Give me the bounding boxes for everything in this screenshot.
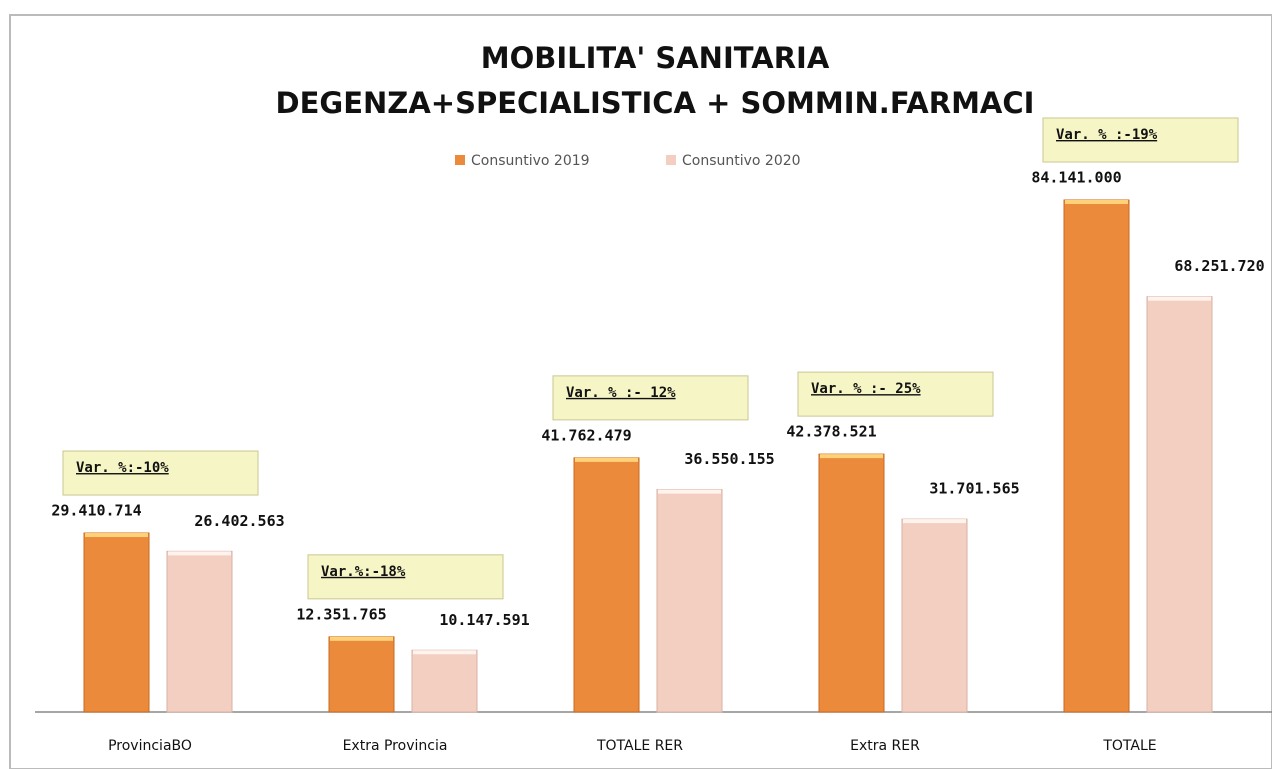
bar-highlight [1148,296,1211,301]
annotation-box [797,371,994,417]
value-label: 84.141.000 [1031,169,1121,187]
bar [1146,296,1213,713]
bar-highlight [330,636,393,641]
bar [656,489,723,713]
x-tick-label: TOTALE [1102,738,1156,754]
annotation-box [307,554,504,600]
bar-highlight [1065,200,1128,204]
bar [901,518,968,713]
annotation: Var. % :- 12% [566,385,676,401]
annotation: Var. %:-10% [76,460,169,476]
chart-title: MOBILITA' SANITARIA [481,41,830,75]
value-label: 36.550.155 [684,450,774,468]
x-tick-label: Extra RER [850,738,920,754]
annotation: Var. % :- 25% [811,381,921,397]
bar-highlight [903,519,966,524]
bar [83,532,150,713]
bar [573,457,640,713]
value-label: 42.378.521 [786,423,876,441]
x-tick-label: Extra Provincia [343,738,448,754]
bar [328,636,395,713]
annotation-box [1042,117,1239,163]
bar [1063,199,1130,713]
legend-swatch [455,155,465,165]
annotation-box [62,450,259,496]
value-label: 68.251.720 [1174,257,1264,275]
bar [818,453,885,713]
value-label: 10.147.591 [439,611,529,629]
bar-highlight [168,551,231,556]
value-label: 12.351.765 [296,605,386,623]
legend-swatch [666,155,676,165]
bar-highlight [85,533,148,538]
bar-highlight [575,457,638,462]
legend-label: Consuntivo 2020 [682,153,801,169]
bar [166,550,233,713]
value-label: 41.762.479 [541,426,631,444]
annotation-box [552,375,749,421]
value-label: 31.701.565 [929,480,1019,498]
x-tick-label: ProvinciaBO [108,738,192,754]
bar-highlight [658,489,721,494]
value-label: 26.402.563 [194,512,284,530]
chart-subtitle: DEGENZA+SPECIALISTICA + SOMMIN.FARMACI [276,86,1035,120]
value-label: 29.410.714 [51,502,141,520]
x-tick-label: TOTALE RER [596,738,683,754]
annotation: Var. % :-19% [1056,127,1158,143]
bar [411,649,478,713]
bar-highlight [413,650,476,655]
bar-highlight [820,454,883,459]
annotation: Var.%:-18% [321,564,406,580]
legend-label: Consuntivo 2019 [471,153,590,169]
